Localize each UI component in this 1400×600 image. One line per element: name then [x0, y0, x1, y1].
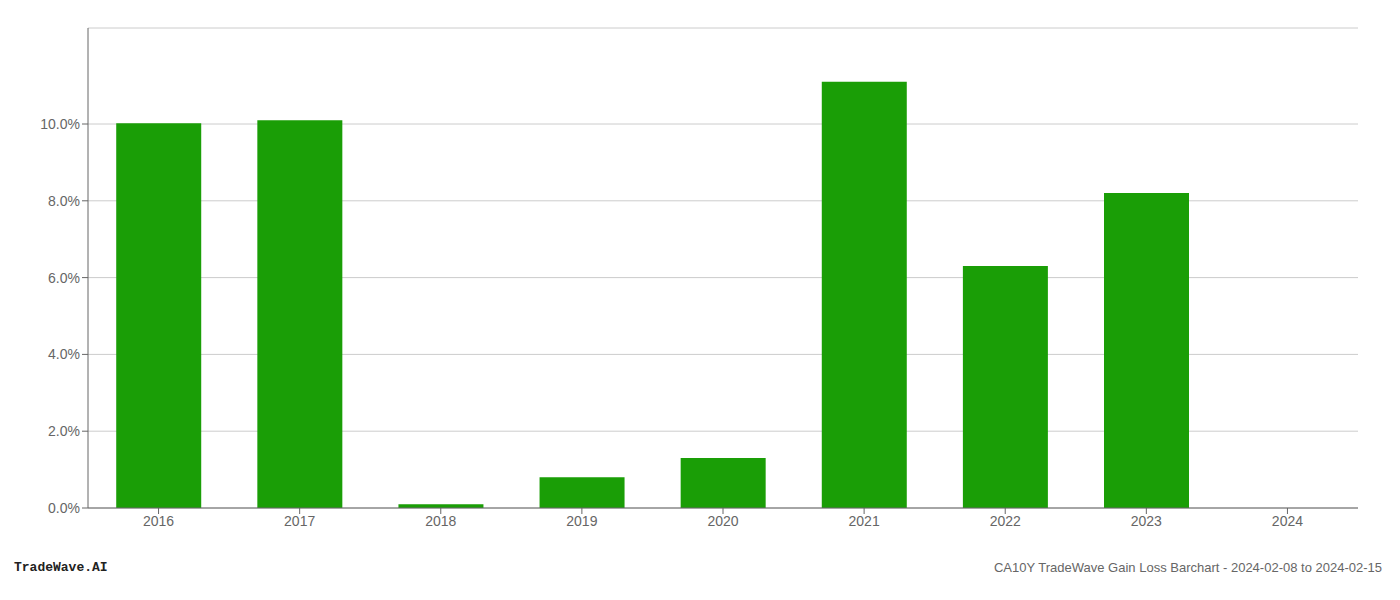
svg-text:2021: 2021 [849, 513, 880, 529]
svg-text:0.0%: 0.0% [48, 500, 80, 516]
svg-text:2017: 2017 [284, 513, 315, 529]
svg-text:2024: 2024 [1272, 513, 1303, 529]
svg-text:4.0%: 4.0% [48, 346, 80, 362]
svg-text:8.0%: 8.0% [48, 193, 80, 209]
svg-text:2020: 2020 [707, 513, 738, 529]
html-text:TradeWave.AI: TradeWave.AI [14, 560, 108, 575]
svg-text:2019: 2019 [566, 513, 597, 529]
svg-text:2016: 2016 [143, 513, 174, 529]
svg-text:2.0%: 2.0% [48, 423, 80, 439]
svg-text:6.0%: 6.0% [48, 270, 80, 286]
svg-text:2018: 2018 [425, 513, 456, 529]
html-text:CA10Y TradeWave Gain Loss Barc: CA10Y TradeWave Gain Loss Barchart - 202… [993, 560, 1382, 575]
svg-text:2023: 2023 [1131, 513, 1162, 529]
svg-text:10.0%: 10.0% [40, 116, 80, 132]
svg-text:2022: 2022 [990, 513, 1021, 529]
